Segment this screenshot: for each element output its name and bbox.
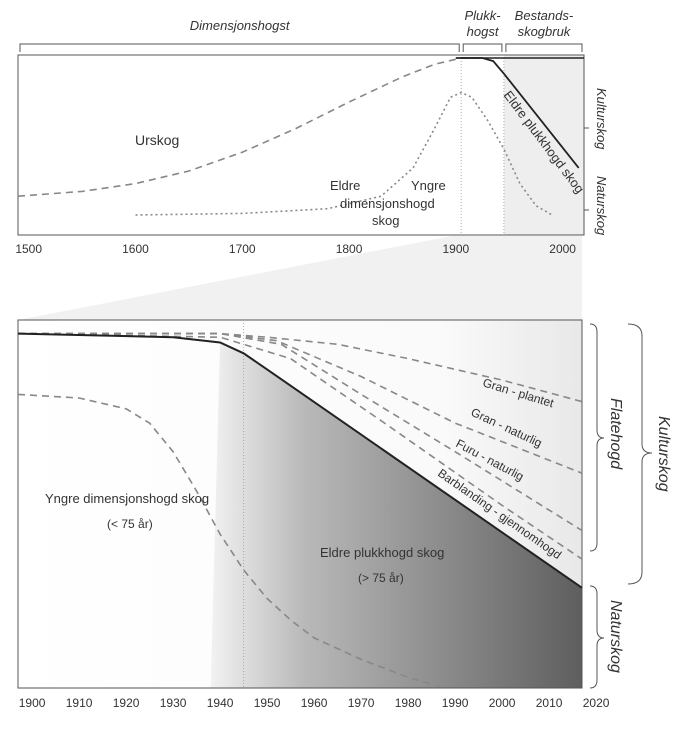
eldre-label: Eldre [330, 178, 360, 193]
bottom-series-line-2 [18, 332, 583, 532]
eldre-plukkhogd-label: Eldre plukkhogd skog [320, 545, 444, 560]
top-x-tick-label: 2000 [549, 242, 576, 256]
period-bracket-2 [505, 43, 583, 52]
bestandsskogbruk-shade [503, 55, 584, 235]
top-x-tick-label: 1800 [336, 242, 363, 256]
kulturskog-label: Kulturskog [655, 416, 672, 492]
top-series-dashed-line [17, 57, 478, 197]
period-bracket-1 [462, 43, 503, 52]
flatehogd-bracket [589, 323, 605, 552]
bottom-x-tick-label: 2020 [583, 696, 610, 710]
bottom-x-tick-label: 1970 [348, 696, 375, 710]
top-x-tick-label: 1900 [442, 242, 469, 256]
top-plot-frame [17, 54, 585, 236]
urskog-label: Urskog [135, 132, 179, 148]
bottom-x-tick-label: 1980 [395, 696, 422, 710]
bottom-x-tick-label: 1950 [254, 696, 281, 710]
top-naturskog-label: Naturskog [594, 176, 609, 236]
period-label-2-line2: skogbruk [518, 24, 572, 39]
naturskog-label: Naturskog [607, 600, 624, 673]
top-kulturskog-label: Kulturskog [594, 88, 609, 150]
bottom-x-tick-label: 1930 [160, 696, 187, 710]
bottom-detail-chart: 1900 1910 1920 1930 1940 1950 1960 1970 1980 1990… [17, 319, 672, 710]
bottom-x-tick-label: 1990 [442, 696, 469, 710]
flatehogd-label: Flatehogd [607, 398, 624, 470]
period-label-1-line2: hogst [467, 24, 500, 39]
bottom-x-tick-label: 1900 [19, 696, 46, 710]
bottom-series-line-3 [17, 332, 583, 560]
period-label-0: Dimensjonshogst [190, 18, 291, 33]
bottom-x-tick-label: 1960 [301, 696, 328, 710]
period-label-2: Bestands- [515, 8, 574, 23]
bottom-x-tick-label: 1920 [113, 696, 140, 710]
yngre-label: Yngre [411, 178, 446, 193]
eldre-age-label: (> 75 år) [358, 571, 404, 585]
kulturskog-bracket [627, 323, 653, 585]
yngre-dimensjonshogd-label: Yngre dimensjonshogd skog [45, 491, 209, 506]
eldre-plukkhogd-shaded-area [210, 342, 582, 688]
bottom-plot-frame [17, 319, 583, 689]
dimensjonshogd-label: dimensjonshogd [340, 196, 435, 211]
naturskog-bracket [589, 585, 605, 689]
skog-label: skog [372, 213, 399, 228]
top-series-dotted-line [135, 91, 553, 216]
yngre-age-label: (< 75 år) [107, 517, 153, 531]
top-x-tick-label: 1600 [122, 242, 149, 256]
top-x-tick-label: 1500 [15, 242, 42, 256]
zoom-wedge [18, 236, 582, 320]
bottom-series-line-5 [17, 393, 446, 689]
bottom-x-tick-label: 1910 [66, 696, 93, 710]
bottom-x-tick-label: 2010 [536, 696, 563, 710]
bottom-x-tick-label: 2000 [489, 696, 516, 710]
top-x-tick-label: 1700 [229, 242, 256, 256]
period-label-1: Plukk- [464, 8, 501, 23]
bottom-x-tick-label: 1940 [207, 696, 234, 710]
period-bracket-0 [19, 43, 460, 52]
top-timeline-chart: 1500 1600 1700 1800 1900 2000 Dimensjonshogst… [15, 8, 609, 320]
bottom-series-line-4 [17, 332, 583, 589]
